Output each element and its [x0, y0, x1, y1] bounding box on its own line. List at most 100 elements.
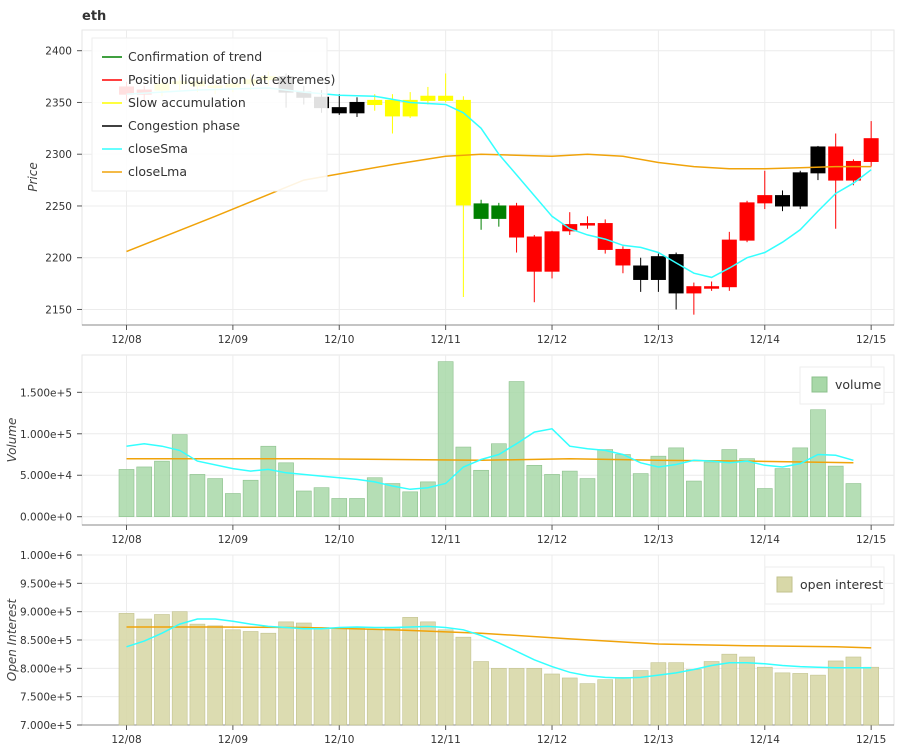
oi-bar: [686, 669, 702, 726]
y-tick-label: 9.000e+5: [20, 607, 72, 619]
y-tick-label: 1.000e+6: [20, 550, 72, 562]
oi-bar: [171, 611, 188, 726]
x-tick-label: 12/09: [218, 334, 248, 346]
candle-body: [775, 195, 791, 207]
x-tick-label: 12/12: [537, 534, 567, 546]
price-legend: Confirmation of trend Position liquidatio…: [91, 37, 335, 192]
volume-bar: [827, 465, 844, 518]
y-tick-label: 5.000e+4: [20, 470, 72, 482]
volume-bar: [810, 409, 826, 518]
y-tick-label: 2300: [45, 149, 72, 161]
volume-bar: [154, 460, 170, 518]
oi-bar: [136, 618, 153, 726]
candle-body: [597, 223, 613, 250]
price-y-ticks: 2150 2200 2250 2300 2350 2400: [45, 46, 82, 316]
candle-body: [633, 265, 649, 280]
price-x-ticks: 12/08 12/09 12/10 12/11 12/12 12/13 12/14 12/15: [82, 324, 894, 346]
oi-bar: [863, 666, 879, 726]
price-y-label: Price: [26, 162, 40, 191]
x-tick-label: 12/15: [856, 334, 886, 346]
candle-body: [828, 146, 844, 181]
legend-label: Confirmation of trend: [128, 49, 262, 64]
legend-label: Congestion phase: [128, 118, 240, 133]
oi-lma-line: [126, 626, 872, 649]
oi-sma-line: [126, 618, 872, 679]
x-tick-label: 12/11: [431, 734, 461, 746]
oi-y-ticks: 7.000e+5 7.500e+5 8.000e+5 8.500e+5 9.000e+5…: [20, 550, 82, 732]
oi-bar: [544, 673, 560, 726]
volume-bar: [739, 458, 755, 518]
volume-bar: [118, 469, 135, 518]
oi-bar: [420, 621, 436, 726]
oi-bar: [331, 628, 348, 726]
y-tick-label: 8.000e+5: [20, 663, 72, 675]
oi-bar: [579, 683, 596, 726]
x-tick-label: 12/14: [750, 334, 781, 346]
x-tick-label: 12/11: [431, 534, 461, 546]
oi-bar: [118, 613, 135, 726]
volume-bar: [668, 447, 684, 518]
price-candles: [119, 71, 879, 315]
volume-bar: [331, 498, 348, 518]
x-tick-label: 12/12: [537, 334, 567, 346]
volume-bar: [792, 447, 809, 518]
y-tick-label: 7.500e+5: [20, 692, 72, 704]
oi-bar: [792, 673, 809, 726]
candle-body: [509, 205, 525, 238]
legend-box: [91, 37, 328, 192]
volume-bar: [774, 468, 791, 518]
y-tick-label: 1.500e+5: [20, 387, 72, 399]
volume-bar: [615, 454, 631, 518]
oi-bar: [437, 629, 454, 726]
candle-body: [438, 95, 454, 101]
candle-body: [739, 202, 755, 241]
legend-swatch: [776, 576, 793, 593]
oi-bar: [774, 672, 791, 726]
volume-y-ticks: 0.000e+0 5.000e+4 1.000e+5 1.500e+5: [20, 387, 82, 524]
y-tick-label: 2350: [45, 97, 72, 109]
oi-bar: [473, 661, 489, 726]
volume-bar: [242, 479, 259, 518]
oi-bar: [703, 661, 720, 726]
oi-bar: [632, 670, 649, 726]
volume-bar: [703, 461, 720, 518]
volume-bar: [845, 483, 862, 518]
candle-body: [845, 160, 861, 181]
oi-x-ticks: 12/08 12/09 12/10 12/11 12/12 12/13 12/14 12/15: [82, 724, 894, 746]
candle-body: [810, 146, 826, 174]
oi-bar: [526, 668, 543, 726]
candle-body: [579, 223, 595, 226]
candle-body: [686, 286, 702, 294]
x-tick-label: 12/08: [111, 734, 141, 746]
volume-bar: [207, 478, 223, 518]
oi-bar: [402, 617, 418, 726]
candle-body: [349, 101, 365, 114]
y-tick-label: 8.500e+5: [20, 635, 72, 647]
oi-bar: [756, 666, 773, 726]
legend-label: Slow accumulation: [128, 95, 246, 110]
oi-bar: [650, 662, 667, 726]
volume-bar: [491, 443, 507, 518]
candle-body: [420, 95, 436, 101]
candle-body: [792, 172, 808, 207]
x-tick-label: 12/11: [431, 334, 461, 346]
volume-bar: [686, 480, 702, 518]
x-tick-label: 12/12: [537, 734, 567, 746]
volume-bar: [632, 473, 649, 518]
x-tick-label: 12/15: [856, 734, 886, 746]
volume-bar: [650, 455, 667, 518]
volume-bar: [544, 474, 560, 518]
oi-bar: [508, 668, 525, 726]
y-tick-label: 1.000e+5: [20, 429, 72, 441]
candle-body: [615, 248, 631, 266]
x-tick-label: 12/14: [750, 734, 781, 746]
oi-bar: [154, 614, 170, 726]
volume-bar: [579, 478, 596, 518]
oi-bar: [207, 625, 223, 726]
volume-bar: [473, 469, 489, 518]
volume-bar: [402, 491, 418, 518]
volume-bar: [349, 498, 365, 518]
volume-bar: [295, 490, 312, 518]
